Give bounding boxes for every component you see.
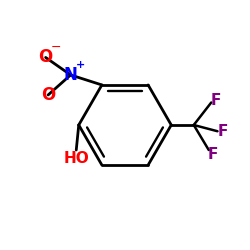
Text: HO: HO — [64, 151, 89, 166]
Text: N: N — [64, 66, 78, 84]
Text: O: O — [38, 48, 53, 66]
Text: F: F — [207, 147, 218, 162]
Text: O: O — [41, 86, 55, 104]
Text: F: F — [218, 124, 228, 139]
Text: −: − — [51, 40, 62, 54]
Text: +: + — [76, 60, 85, 70]
Text: F: F — [210, 93, 221, 108]
